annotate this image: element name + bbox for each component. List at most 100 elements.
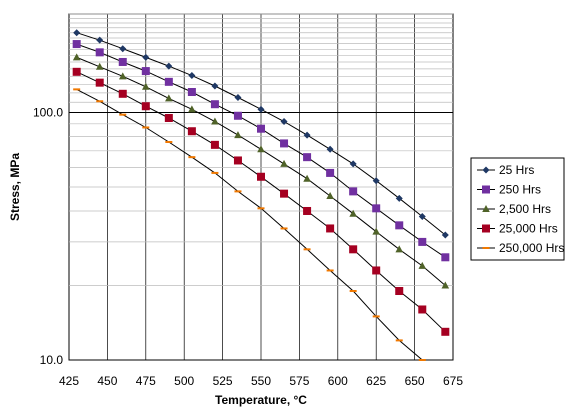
data-point	[326, 145, 334, 153]
data-point	[118, 89, 127, 98]
data-point	[349, 245, 358, 254]
data-point	[482, 185, 490, 194]
data-point	[303, 206, 312, 215]
x-tick-label: 500	[174, 374, 194, 388]
data-point	[119, 113, 127, 116]
legend-label: 250,000 Hrs	[499, 241, 564, 255]
data-point	[372, 177, 380, 185]
data-point	[280, 117, 288, 125]
legend-label: 2,500 Hrs	[499, 202, 551, 216]
data-point	[119, 45, 127, 53]
x-tick-label: 450	[97, 374, 117, 388]
data-point	[349, 187, 358, 196]
data-point	[141, 67, 150, 76]
data-point	[303, 248, 311, 251]
data-point	[187, 88, 196, 97]
x-tick-label: 575	[289, 374, 309, 388]
data-point	[165, 140, 173, 143]
data-point	[164, 114, 173, 123]
data-point	[280, 139, 289, 148]
data-point	[234, 93, 242, 101]
x-tick-label: 425	[59, 374, 79, 388]
data-point	[257, 207, 265, 210]
x-tick-label: 550	[251, 374, 271, 388]
data-point	[441, 327, 450, 336]
series-markers	[72, 29, 450, 361]
data-point	[142, 53, 150, 61]
data-point	[165, 94, 173, 102]
data-point	[257, 145, 265, 153]
data-point	[210, 100, 219, 109]
data-point	[418, 212, 426, 220]
data-point	[233, 156, 242, 165]
data-point	[326, 269, 334, 272]
data-point	[441, 231, 449, 239]
data-point	[188, 156, 196, 159]
data-point	[257, 172, 265, 181]
x-tick-label: 625	[366, 374, 386, 388]
data-point	[72, 40, 81, 49]
data-point	[72, 53, 81, 61]
data-point	[372, 204, 381, 213]
legend-label: 250 Hrs	[499, 183, 541, 197]
data-point	[188, 105, 196, 113]
data-point	[211, 171, 219, 174]
data-point	[326, 168, 335, 177]
data-point	[142, 126, 150, 129]
tick-labels: 425 450 475 500 525 550 575 600 625 650 675 100.0 10…	[33, 105, 463, 388]
data-point	[257, 105, 265, 113]
data-point	[395, 245, 404, 253]
x-axis-title: Temperature, °C	[215, 393, 307, 407]
data-point	[257, 124, 265, 133]
x-tick-label: 475	[136, 374, 156, 388]
legend-label: 25,000 Hrs	[499, 222, 558, 236]
data-point	[280, 159, 288, 167]
data-point	[303, 131, 311, 139]
data-point	[165, 62, 173, 70]
data-point	[164, 77, 173, 86]
legend-label: 25 Hrs	[499, 163, 534, 177]
data-point	[118, 72, 127, 80]
data-point	[482, 205, 490, 212]
data-point	[395, 339, 403, 342]
data-point	[349, 160, 357, 168]
data-point	[326, 191, 334, 199]
data-point	[118, 57, 127, 66]
data-point	[95, 62, 104, 70]
data-point	[72, 67, 81, 76]
data-point	[233, 111, 242, 120]
data-point	[211, 117, 219, 125]
data-point	[418, 305, 427, 314]
data-point	[418, 261, 427, 269]
data-point	[95, 48, 104, 57]
data-point	[349, 290, 357, 293]
data-point	[96, 100, 104, 103]
data-point	[395, 194, 403, 202]
data-point	[73, 88, 81, 91]
data-point	[482, 166, 490, 174]
data-point	[395, 221, 404, 230]
data-point	[326, 224, 335, 233]
data-point	[372, 315, 380, 318]
data-point	[96, 36, 104, 44]
data-point	[280, 227, 288, 230]
y-tick-label: 10.0	[40, 353, 64, 367]
data-point	[234, 131, 242, 139]
data-point	[418, 237, 427, 246]
data-point	[482, 247, 490, 249]
x-tick-label: 600	[328, 374, 348, 388]
data-point	[234, 190, 242, 193]
legend: 25 Hrs 250 Hrs 2,500 Hrs 25,000 Hrs 250,000 …	[470, 157, 565, 261]
x-tick-label: 675	[443, 374, 463, 388]
data-point	[141, 102, 150, 111]
data-point	[418, 359, 426, 361]
data-point	[211, 82, 219, 90]
data-point	[482, 224, 490, 233]
data-point	[349, 209, 357, 217]
data-point	[187, 127, 196, 136]
data-point	[280, 189, 289, 198]
y-tick-label: 100.0	[33, 105, 63, 119]
data-point	[303, 153, 312, 162]
data-point	[372, 266, 381, 275]
